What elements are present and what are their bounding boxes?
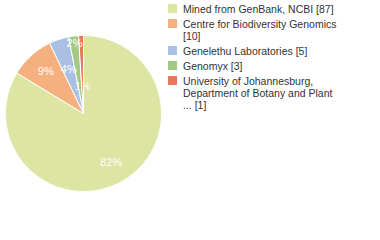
- svg-text:9%: 9%: [38, 65, 54, 77]
- svg-text:2%: 2%: [67, 37, 83, 49]
- html-text:Genelethu Laboratories [5]: Genelethu Laboratories [5]: [183, 45, 308, 57]
- svg-text:1%: 1%: [75, 80, 91, 92]
- svg-text:82%: 82%: [100, 156, 122, 168]
- svg-text:4%: 4%: [61, 63, 77, 75]
- html-text:Mined from GenBank, NCBI [87]: Mined from GenBank, NCBI [87]: [183, 3, 334, 15]
- html-text:University of Johannesburg, De: University of Johannesburg, Department o…: [183, 75, 333, 111]
- html-text:Genomyx [3]: Genomyx [3]: [183, 60, 243, 72]
- html-text:Centre for Biodiversity Genomi: Centre for Biodiversity Genomics [10]: [183, 18, 337, 42]
